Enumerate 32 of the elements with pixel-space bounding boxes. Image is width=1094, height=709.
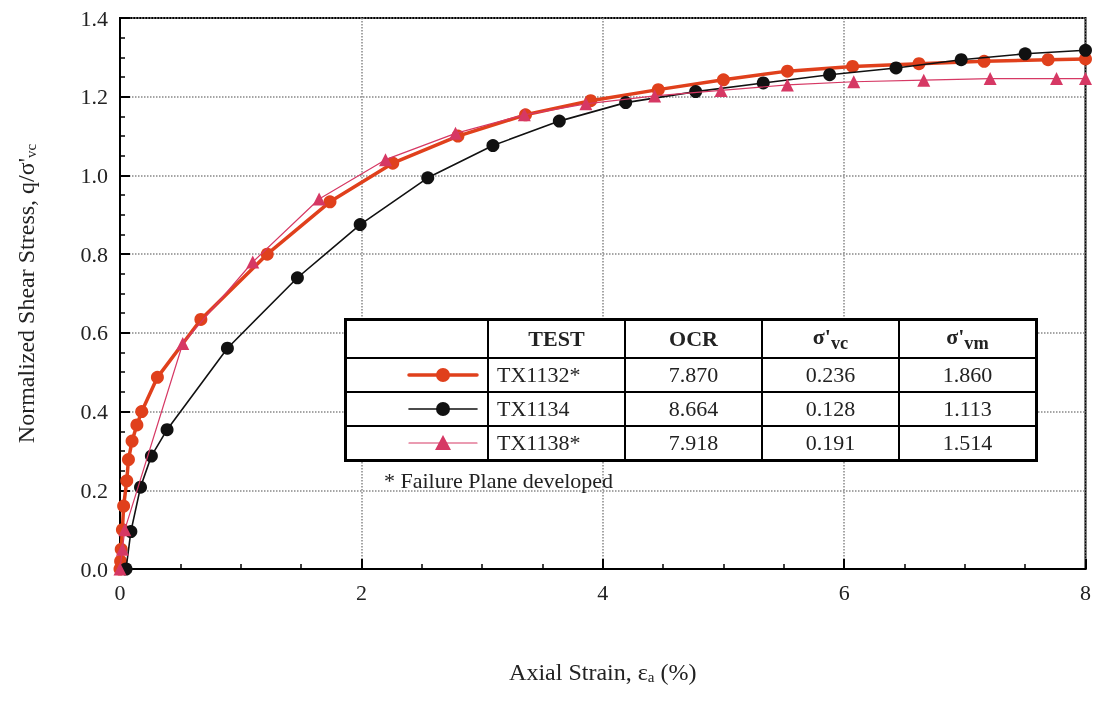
y-tick-label: 1.4 [80, 5, 108, 31]
annotation: 1.860 [899, 358, 1037, 393]
y-tick-label: 1.2 [80, 84, 108, 110]
legend-label: TX1132* [488, 358, 625, 393]
annotation: 7.918 [625, 426, 762, 461]
y-tick-label: 0.8 [80, 241, 108, 267]
x-tick-label: 2 [355, 579, 367, 605]
annotation: 0.191 [762, 426, 899, 461]
y-tick-label: 0.0 [80, 556, 108, 582]
x-tick-label: 4 [597, 579, 609, 605]
y-axis-title: Normalized Shear Stress, q/σ'vc [12, 143, 39, 444]
annotation: 7.870 [625, 358, 762, 393]
x-tick-label: 8 [1080, 579, 1091, 605]
annotation: 1.113 [899, 392, 1037, 427]
annotation: * Failure Plane developed [383, 467, 615, 495]
annotation: TEST [488, 319, 625, 359]
legend-label: TX1138* [488, 426, 625, 461]
legend-label: TX1134 [488, 392, 625, 427]
annotation: 1.514 [899, 426, 1037, 461]
y-tick-label: 0.2 [80, 477, 108, 503]
annotation: OCR [625, 319, 762, 359]
annotation: 8.664 [625, 392, 762, 427]
y-tick-label: 1.0 [80, 162, 108, 188]
annotation: 0.236 [762, 358, 899, 393]
x-tick-label: 6 [838, 579, 850, 605]
annotation: σ'$_{vm}$ [899, 319, 1037, 359]
annotation: σ'$_{vc}$ [762, 319, 899, 359]
x-axis-title: Axial Strain, εa (%) [509, 658, 697, 685]
annotation: 0.128 [762, 392, 899, 427]
x-tick-label: 0 [114, 579, 126, 605]
y-tick-label: 0.4 [80, 399, 108, 425]
y-tick-label: 0.6 [80, 320, 108, 346]
